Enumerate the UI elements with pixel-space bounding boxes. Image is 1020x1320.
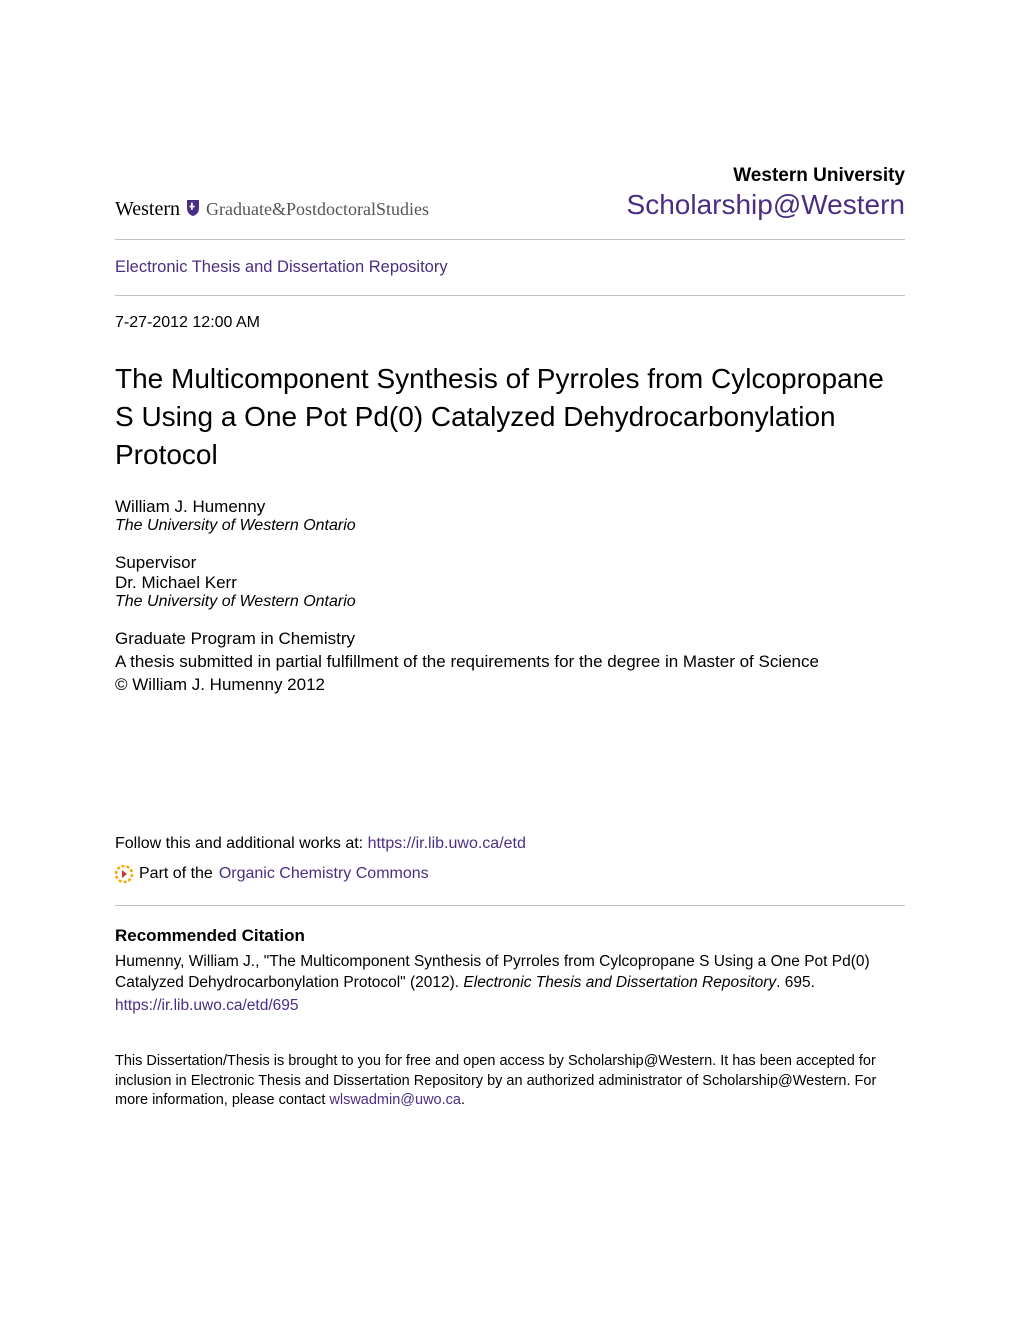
follow-line: Follow this and additional works at: htt…	[115, 835, 905, 853]
citation-heading: Recommended Citation	[115, 926, 905, 946]
citation-publication: Electronic Thesis and Dissertation Repos…	[463, 974, 776, 991]
partof-link[interactable]: Organic Chemistry Commons	[219, 865, 429, 883]
citation-text-after: . 695.	[776, 974, 815, 991]
author-name: William J. Humenny	[115, 497, 905, 517]
follow-prefix: Follow this and additional works at:	[115, 835, 368, 852]
institution-name: Western University	[627, 165, 905, 187]
repository-link[interactable]: Scholarship@Western	[627, 189, 905, 220]
follow-url[interactable]: https://ir.lib.uwo.ca/etd	[368, 835, 526, 852]
supervisor-block: Supervisor Dr. Michael Kerr The Universi…	[115, 553, 905, 611]
footer-text: This Dissertation/Thesis is brought to y…	[115, 1052, 905, 1111]
logo-main: Western	[115, 198, 180, 220]
thesis-statement: A thesis submitted in partial fulfillmen…	[115, 652, 905, 672]
supervisor-role: Supervisor	[115, 553, 905, 573]
publication-date: 7-27-2012 12:00 AM	[115, 314, 905, 332]
divider	[115, 905, 905, 906]
author-block: William J. Humenny The University of Wes…	[115, 497, 905, 535]
partof-line: Part of the Organic Chemistry Commons	[115, 865, 905, 883]
copyright: © William J. Humenny 2012	[115, 675, 905, 695]
citation-body: Humenny, William J., "The Multicomponent…	[115, 952, 905, 1017]
partof-prefix: Part of the	[139, 865, 213, 883]
institution-block: Western University Scholarship@Western	[627, 165, 905, 221]
divider	[115, 295, 905, 296]
shield-icon	[185, 199, 201, 217]
logo-sub: Graduate&PostdoctoralStudies	[206, 199, 429, 219]
network-icon	[115, 865, 133, 883]
program: Graduate Program in Chemistry	[115, 629, 905, 649]
program-block: Graduate Program in Chemistry A thesis s…	[115, 629, 905, 695]
footer-email[interactable]: wlswadmin@uwo.ca	[329, 1092, 461, 1108]
author-affiliation: The University of Western Ontario	[115, 517, 905, 535]
footer-after-email: .	[461, 1092, 465, 1108]
collection-link[interactable]: Electronic Thesis and Dissertation Repos…	[115, 240, 905, 295]
supervisor-affiliation: The University of Western Ontario	[115, 593, 905, 611]
citation-url[interactable]: https://ir.lib.uwo.ca/etd/695	[115, 996, 905, 1017]
page-title: The Multicomponent Synthesis of Pyrroles…	[115, 360, 905, 473]
header: Western Graduate&PostdoctoralStudies Wes…	[115, 165, 905, 221]
supervisor-name: Dr. Michael Kerr	[115, 573, 905, 593]
logo: Western Graduate&PostdoctoralStudies	[115, 198, 429, 221]
footer-before-email: This Dissertation/Thesis is brought to y…	[115, 1053, 876, 1108]
